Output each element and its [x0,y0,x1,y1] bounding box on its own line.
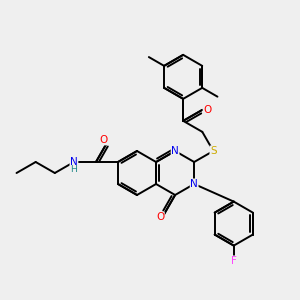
Text: O: O [156,212,164,222]
Text: O: O [203,105,212,115]
Text: N: N [171,146,179,156]
Text: N: N [70,157,78,167]
Text: S: S [210,146,217,156]
Text: H: H [70,166,77,175]
Text: O: O [100,135,108,145]
Text: N: N [190,179,198,189]
Text: F: F [231,256,237,266]
